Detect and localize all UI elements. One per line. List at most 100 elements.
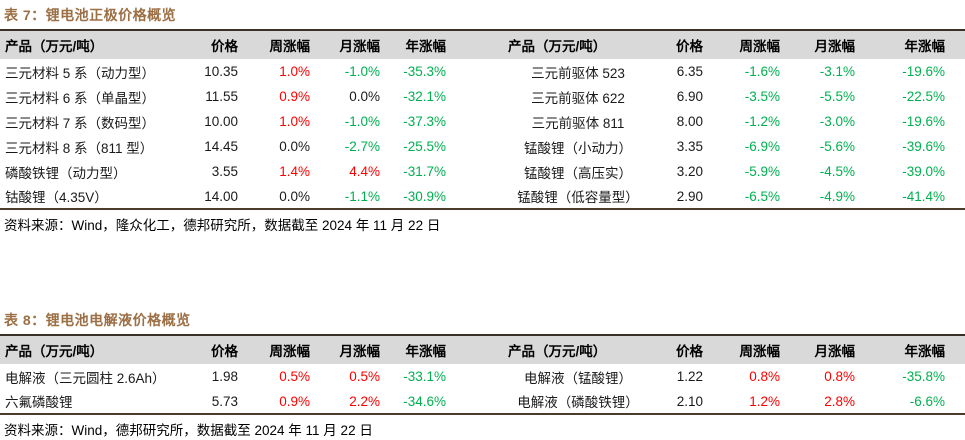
table8: 产品（万元/吨） 价格 周涨幅 月涨幅 年涨幅 产品（万元/吨） 价格 周涨幅 … — [0, 334, 965, 415]
header-month-left: 月涨幅 — [339, 344, 381, 359]
header-week-left: 周涨幅 — [269, 39, 311, 54]
week-change-cell: -5.9% — [744, 164, 780, 179]
product-cell: 钴酸锂（4.35V） — [5, 190, 108, 205]
header-product-right: 产品（万元/吨） — [508, 39, 607, 54]
product-cell: 六氟磷酸锂 — [5, 395, 73, 410]
week-change-cell: -3.5% — [744, 89, 780, 104]
spacer-cell — [456, 134, 498, 159]
header-year-left: 年涨幅 — [405, 344, 447, 359]
product-cell: 锰酸锂（高压实） — [524, 165, 632, 181]
table-row: 三元材料 7 系（数码型） 10.00 1.0% -1.0% -37.3% 三元… — [0, 109, 965, 134]
year-change-cell: -19.6% — [902, 114, 945, 129]
week-change-cell: 0.8% — [749, 369, 780, 384]
header-price-left: 价格 — [211, 344, 238, 359]
week-change-cell: -1.2% — [744, 114, 780, 129]
week-change-cell: 0.5% — [279, 369, 310, 384]
header-product-right: 产品（万元/吨） — [508, 344, 607, 359]
price-cell: 6.90 — [676, 89, 703, 104]
header-month-right: 月涨幅 — [814, 344, 856, 359]
product-cell: 三元材料 8 系（811 型） — [5, 140, 154, 156]
week-change-cell: -6.9% — [744, 139, 780, 154]
month-change-cell: 2.2% — [349, 393, 380, 409]
year-change-cell: -25.5% — [403, 139, 446, 154]
product-cell: 电解液（锰酸锂） — [524, 370, 632, 386]
spacer-cell — [456, 59, 498, 84]
price-cell: 11.55 — [205, 89, 238, 104]
month-change-cell: -1.1% — [344, 188, 380, 204]
week-change-cell: 0.9% — [279, 89, 310, 104]
table-row: 三元材料 5 系（动力型） 10.35 1.0% -1.0% -35.3% 三元… — [0, 59, 965, 84]
header-product-left: 产品（万元/吨） — [5, 344, 104, 359]
month-change-cell: -1.0% — [344, 64, 380, 79]
month-change-cell: -1.0% — [344, 114, 380, 129]
year-change-cell: -19.6% — [902, 64, 945, 79]
month-change-cell: -3.1% — [819, 64, 855, 79]
table8-header-row: 产品（万元/吨） 价格 周涨幅 月涨幅 年涨幅 产品（万元/吨） 价格 周涨幅 … — [0, 335, 965, 364]
product-cell: 锰酸锂（小动力） — [524, 140, 632, 156]
year-change-cell: -39.6% — [902, 139, 945, 154]
year-change-cell: -41.4% — [902, 188, 945, 204]
price-cell: 14.00 — [204, 188, 238, 204]
table-row: 电解液（三元圆柱 2.6Ah） 1.98 0.5% 0.5% -33.1% 电解… — [0, 364, 965, 389]
table7-title: 表 7：锂电池正极价格概览 — [4, 7, 177, 23]
price-cell: 3.55 — [211, 164, 238, 179]
week-change-cell: 0.0% — [279, 188, 310, 204]
table-row: 三元材料 8 系（811 型） 14.45 0.0% -2.7% -25.5% … — [0, 134, 965, 159]
year-change-cell: -31.7% — [403, 164, 446, 179]
product-cell: 磷酸铁锂（动力型） — [5, 165, 127, 181]
table8-block: 表 8：锂电池电解液价格概览 产品（万元/吨） 价格 周涨幅 月涨幅 年涨幅 产… — [0, 305, 965, 440]
product-cell: 三元材料 6 系（单晶型） — [5, 90, 156, 106]
week-change-cell: -6.5% — [744, 188, 780, 204]
price-cell: 2.90 — [676, 188, 703, 204]
month-change-cell: -5.6% — [819, 139, 855, 154]
price-cell: 14.45 — [204, 139, 238, 154]
month-change-cell: -2.7% — [344, 139, 380, 154]
week-change-cell: 1.2% — [749, 393, 780, 409]
product-cell: 三元前驱体 523 — [531, 65, 625, 81]
week-change-cell: 1.0% — [279, 64, 310, 79]
header-week-right: 周涨幅 — [739, 344, 781, 359]
spacer-cell — [456, 184, 498, 209]
year-change-cell: -34.6% — [403, 393, 446, 409]
price-cell: 1.22 — [676, 369, 703, 384]
table7-header-row: 产品（万元/吨） 价格 周涨幅 月涨幅 年涨幅 产品（万元/吨） 价格 周涨幅 … — [0, 30, 965, 59]
month-change-cell: 0.5% — [349, 369, 380, 384]
header-spacer — [456, 335, 498, 364]
header-price-right: 价格 — [676, 39, 703, 54]
table8-title: 表 8：锂电池电解液价格概览 — [4, 312, 191, 328]
header-price-left: 价格 — [211, 39, 238, 54]
header-spacer — [456, 30, 498, 59]
month-change-cell: -5.5% — [819, 89, 855, 104]
month-change-cell: 2.8% — [824, 393, 855, 409]
year-change-cell: -32.1% — [403, 89, 446, 104]
spacer-cell — [456, 364, 498, 389]
price-cell: 10.35 — [204, 64, 238, 79]
year-change-cell: -35.3% — [403, 64, 446, 79]
price-cell: 10.00 — [204, 114, 238, 129]
week-change-cell: 1.4% — [279, 164, 310, 179]
table-row: 磷酸铁锂（动力型） 3.55 1.4% 4.4% -31.7% 锰酸锂（高压实）… — [0, 159, 965, 184]
header-product-left: 产品（万元/吨） — [5, 39, 104, 54]
product-cell: 电解液（三元圆柱 2.6Ah） — [5, 370, 166, 386]
product-cell: 电解液（磷酸铁锂） — [517, 395, 639, 410]
price-cell: 6.35 — [676, 64, 703, 79]
price-cell: 5.73 — [211, 393, 238, 409]
spacer-cell — [456, 389, 498, 414]
header-month-right: 月涨幅 — [814, 39, 856, 54]
month-change-cell: 0.0% — [349, 89, 380, 104]
table-row: 六氟磷酸锂 5.73 0.9% 2.2% -34.6% 电解液（磷酸铁锂） 2.… — [0, 389, 965, 414]
year-change-cell: -6.6% — [909, 393, 945, 409]
spacer-cell — [456, 109, 498, 134]
year-change-cell: -35.8% — [902, 369, 945, 384]
product-cell: 三元材料 5 系（动力型） — [5, 65, 156, 81]
price-cell: 8.00 — [676, 114, 703, 129]
product-cell: 锰酸锂（低容量型） — [517, 190, 639, 205]
header-month-left: 月涨幅 — [339, 39, 381, 54]
header-week-left: 周涨幅 — [269, 344, 311, 359]
week-change-cell: 0.9% — [279, 393, 310, 409]
week-change-cell: 0.0% — [279, 139, 310, 154]
price-cell: 3.20 — [676, 164, 703, 179]
product-cell: 三元材料 7 系（数码型） — [5, 115, 156, 131]
month-change-cell: -4.5% — [819, 164, 855, 179]
month-change-cell: 0.8% — [824, 369, 855, 384]
